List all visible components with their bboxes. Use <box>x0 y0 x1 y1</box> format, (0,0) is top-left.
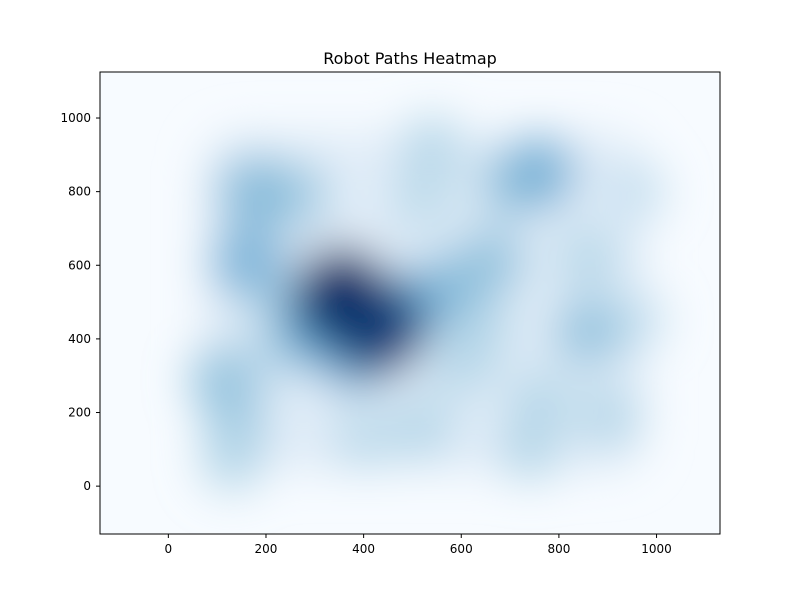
x-tick-label: 400 <box>352 542 375 556</box>
chart-title: Robot Paths Heatmap <box>323 49 497 68</box>
density-layer <box>188 114 668 493</box>
x-tick-label: 600 <box>450 542 473 556</box>
y-tick-label: 0 <box>83 479 91 493</box>
x-tick-label: 0 <box>165 542 173 556</box>
density-hotspot <box>501 135 578 212</box>
y-tick-label: 400 <box>68 332 91 346</box>
y-tick-label: 1000 <box>60 111 91 125</box>
density-hotspot <box>216 154 291 229</box>
y-axis: 0 200 400 600 800 1000 <box>60 111 100 493</box>
x-tick-label: 1000 <box>641 542 672 556</box>
density-hotspot <box>497 416 563 482</box>
density-hotspot <box>293 246 390 343</box>
x-axis: 0 200 400 600 800 1000 <box>165 534 672 556</box>
density-hotspot <box>188 343 261 416</box>
density-hotspot <box>399 114 465 181</box>
density-hotspot <box>555 225 621 291</box>
density-hotspot <box>390 167 454 231</box>
density-hotspot <box>210 223 287 300</box>
x-tick-label: 200 <box>255 542 278 556</box>
density-hotspot <box>332 406 396 470</box>
density-hotspot <box>575 383 641 449</box>
density-hotspot <box>552 295 625 368</box>
y-tick-label: 200 <box>68 406 91 420</box>
density-hotspot <box>389 394 455 460</box>
y-tick-label: 600 <box>68 258 91 272</box>
density-hotspot <box>606 161 668 223</box>
plot-frame <box>99 71 721 535</box>
y-tick-label: 800 <box>68 185 91 199</box>
x-tick-label: 800 <box>547 542 570 556</box>
